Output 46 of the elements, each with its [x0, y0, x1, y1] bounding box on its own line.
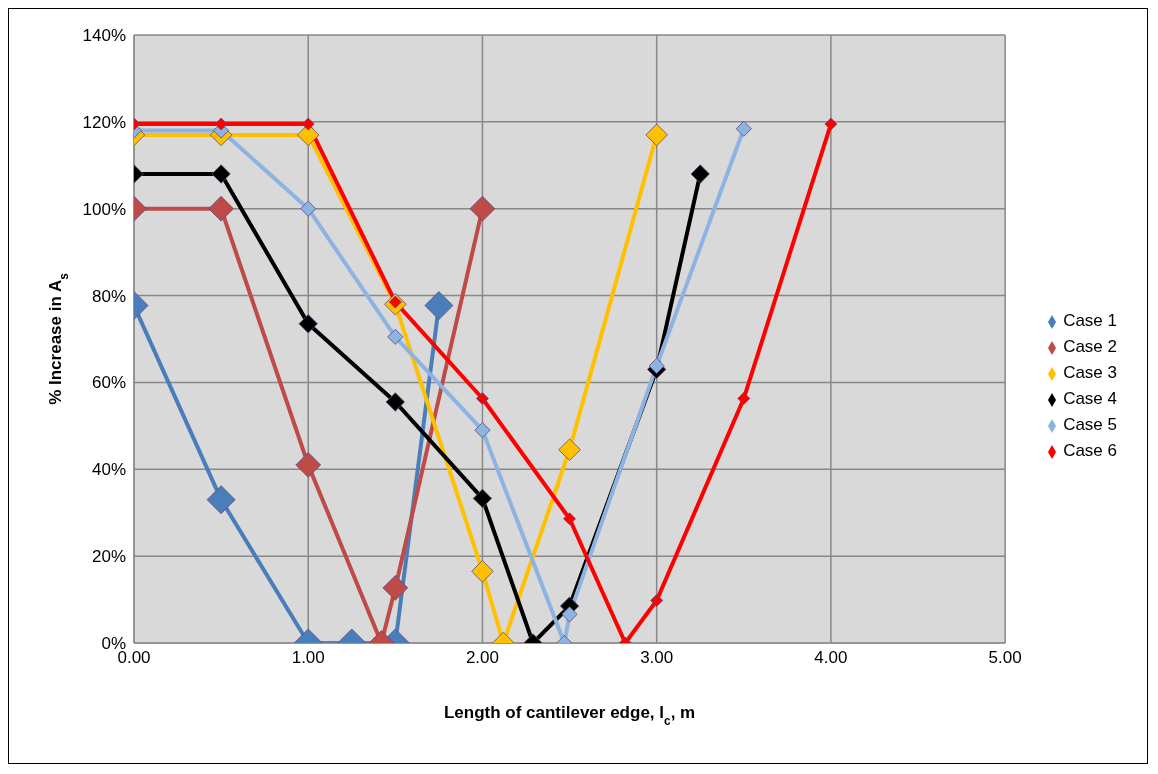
- legend-label: Case 2: [1063, 337, 1117, 356]
- point: [474, 422, 491, 439]
- point: [824, 117, 838, 131]
- y-tick-label: 140%: [82, 26, 126, 46]
- legend-label: Case 6: [1063, 441, 1117, 460]
- legend-label: Case 3: [1063, 363, 1117, 382]
- legend-label: Case 5: [1063, 415, 1117, 434]
- point: [424, 291, 454, 320]
- point: [558, 438, 581, 461]
- point: [650, 594, 664, 607]
- point: [300, 200, 317, 217]
- point: [206, 485, 236, 515]
- legend-label: Case 4: [1063, 389, 1117, 408]
- x-axis-title: Length of cantilever edge, l$_{c}$, m: [443, 703, 696, 728]
- x-tick-label: 1.00: [291, 648, 325, 668]
- point: [295, 452, 322, 478]
- y-tick-label: 60%: [91, 373, 126, 393]
- x-tick-label: 4.00: [814, 648, 848, 668]
- point: [471, 560, 494, 583]
- point: [214, 117, 228, 131]
- point: [737, 392, 751, 405]
- x-tick-label: 5.00: [988, 648, 1022, 668]
- point: [387, 328, 404, 345]
- point: [385, 392, 405, 412]
- point: [211, 164, 231, 184]
- point: [476, 392, 489, 405]
- point: [382, 575, 409, 601]
- point: [645, 123, 668, 147]
- point: [648, 357, 665, 374]
- point: [469, 195, 496, 222]
- point: [563, 512, 576, 526]
- y-tick-label: 80%: [91, 286, 126, 306]
- point: [690, 164, 710, 184]
- y-tick-label: 100%: [82, 199, 126, 219]
- y-tick-label: 120%: [82, 112, 126, 132]
- x-tick-label: 2.00: [465, 648, 499, 668]
- y-tick-label: 20%: [91, 547, 126, 567]
- y-tick-label: 40%: [91, 460, 126, 480]
- x-tick-label: 3.00: [640, 648, 674, 668]
- point: [561, 606, 578, 623]
- legend-label: Case 1: [1063, 311, 1117, 330]
- point: [735, 120, 752, 137]
- point: [208, 195, 234, 222]
- point: [472, 488, 493, 508]
- point: [298, 314, 318, 334]
- point: [301, 117, 315, 131]
